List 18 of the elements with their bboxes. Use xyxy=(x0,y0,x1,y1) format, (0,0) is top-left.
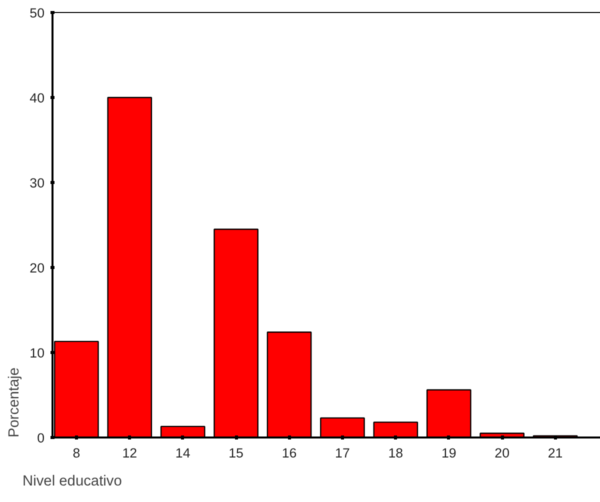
x-tick-label: 18 xyxy=(388,446,404,460)
x-tick-label: 20 xyxy=(494,446,510,460)
x-tick-label: 17 xyxy=(335,446,350,460)
x-tick-label: 16 xyxy=(282,446,297,460)
y-axis-title: Porcentaje xyxy=(6,367,22,438)
y-tick-label: 10 xyxy=(30,346,45,360)
y-tick-label: 20 xyxy=(30,260,45,276)
x-tick-label: 12 xyxy=(122,446,138,460)
y-tick-label: 30 xyxy=(30,176,45,190)
x-tick-label: 19 xyxy=(441,446,456,460)
x-axis-title: Nivel educativo xyxy=(22,474,122,490)
x-tick-label: 14 xyxy=(175,446,191,460)
y-tick-label: 50 xyxy=(30,6,45,20)
x-tick-label: 15 xyxy=(228,446,244,460)
y-tick-label: 40 xyxy=(30,90,45,106)
x-tick-label: 21 xyxy=(548,446,563,460)
y-tick-label: 0 xyxy=(37,430,45,446)
x-tick-label: 8 xyxy=(72,446,80,460)
